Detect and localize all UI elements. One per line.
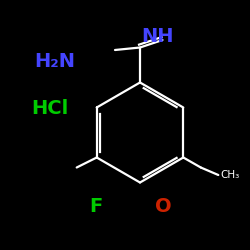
Text: HCl: HCl: [31, 99, 68, 118]
Text: CH₃: CH₃: [221, 170, 240, 180]
Text: O: O: [156, 197, 172, 216]
Text: NH: NH: [141, 27, 174, 46]
Text: H₂N: H₂N: [34, 52, 75, 71]
Text: F: F: [90, 197, 103, 216]
